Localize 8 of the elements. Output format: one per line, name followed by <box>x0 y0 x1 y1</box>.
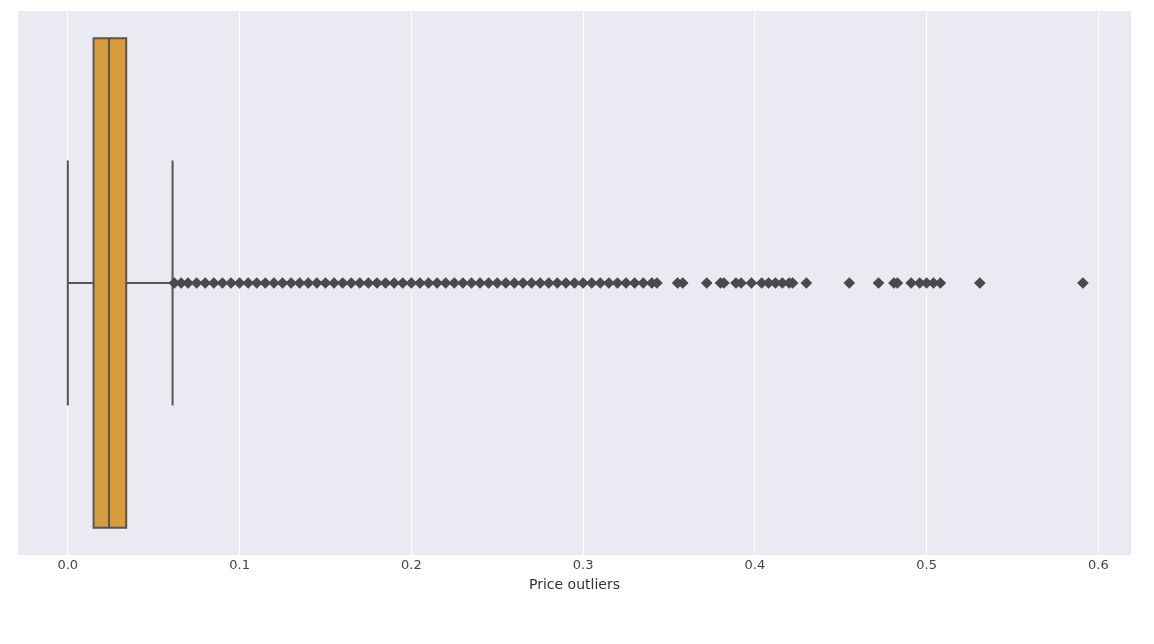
x-tick-label: 0.5 <box>916 557 937 572</box>
x-tick-label: 0.3 <box>572 557 594 572</box>
x-tick-label: 0.6 <box>1088 557 1109 572</box>
x-tick-label: 0.1 <box>229 557 250 572</box>
x-tick-label: 0.0 <box>57 557 79 572</box>
x-tick-label: 0.2 <box>400 557 422 572</box>
x-tick-label: 0.4 <box>744 557 766 572</box>
x-axis-title: Price outliers <box>529 576 620 593</box>
